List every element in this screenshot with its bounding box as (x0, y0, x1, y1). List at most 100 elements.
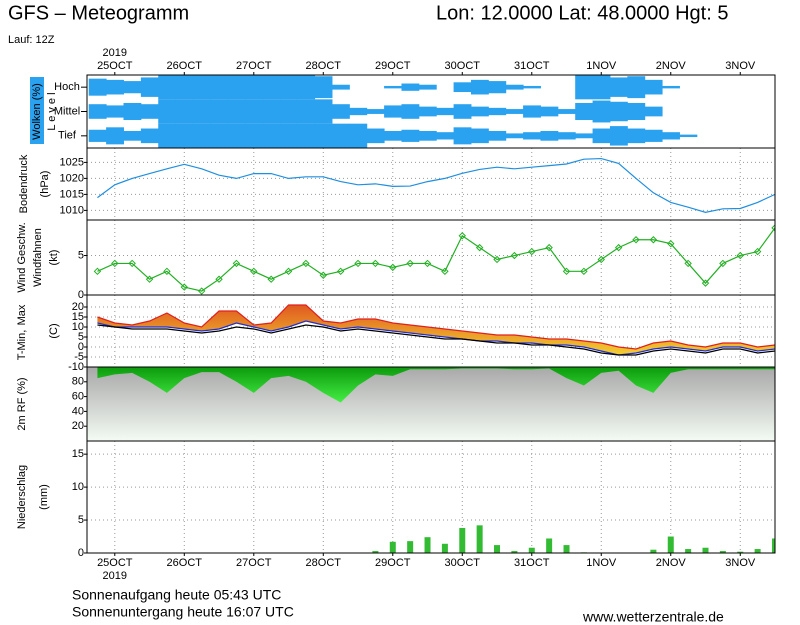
cloud-cell (418, 106, 437, 117)
cloud-cell (158, 99, 177, 124)
cloud-cell (210, 75, 229, 100)
y-tick-label: 5 (78, 249, 84, 261)
cloud-cell (401, 129, 420, 142)
cloud-cell (644, 129, 663, 142)
marker (458, 232, 466, 240)
bar (650, 549, 657, 553)
y-tick-label: 10 (72, 321, 84, 333)
cloud-cell (210, 123, 229, 148)
marker (371, 259, 380, 268)
cloud-cell (140, 104, 159, 119)
marker (354, 259, 362, 268)
marker (441, 267, 449, 276)
cloud-cell (540, 130, 559, 141)
cloud-cell (245, 123, 263, 148)
cloud-cell (158, 123, 177, 148)
x-tick-label: 28OCT (306, 557, 342, 569)
marker (302, 259, 310, 268)
run: Lauf: 12Z (8, 34, 55, 46)
source: www.wetterzentrale.de (582, 609, 724, 625)
y-tick-label: 1010 (60, 204, 84, 216)
cloud-cell (227, 99, 246, 124)
bar (702, 547, 709, 553)
cloud-cell (88, 104, 107, 119)
y-tick-label: 0 (78, 289, 84, 301)
marker (545, 243, 553, 252)
cloud-cell (644, 106, 663, 117)
cloud-cell (245, 75, 263, 100)
marker (701, 279, 710, 287)
x-tick-label: 29OCT (375, 60, 411, 72)
panel-frame (86, 440, 776, 554)
marker (649, 236, 658, 244)
y-tick-label: 60 (72, 391, 84, 403)
marker (614, 243, 623, 252)
cloud-cell (384, 85, 402, 89)
cloud-cell (140, 77, 159, 97)
cloud-cell (662, 132, 680, 140)
y-tick-label: 80 (72, 376, 84, 388)
cloud-cell (488, 130, 507, 141)
temp-range (97, 305, 775, 355)
cloud-cell (88, 129, 107, 142)
marker (475, 243, 484, 252)
bar (546, 538, 553, 553)
cloud-cell (192, 99, 211, 124)
line (97, 320, 775, 356)
y-axis-label: Windfahnen (32, 228, 44, 287)
y-tick-label: 1025 (60, 156, 84, 168)
marker (667, 239, 675, 248)
cloud-cell (627, 102, 646, 121)
marker (684, 259, 692, 268)
cloud-cell (262, 99, 281, 124)
line (97, 324, 775, 356)
cloud-cell (470, 79, 489, 95)
cloud-cell (575, 133, 594, 139)
panel (87, 148, 775, 220)
legend-label: Wind Geschw. (16, 222, 28, 292)
cloud-cell (245, 99, 263, 124)
bar (511, 551, 518, 553)
bar (372, 551, 379, 553)
line (97, 227, 775, 292)
cloud-cell (505, 84, 524, 90)
cloud-cell (505, 109, 524, 114)
cloud-cell (592, 100, 611, 123)
marker (389, 263, 397, 272)
x-tick-label: 1NOV (586, 60, 617, 72)
cloud-cell (140, 128, 159, 144)
marker (528, 247, 536, 256)
cloud-cell (401, 83, 420, 91)
x-tick-label: 1NOV (586, 557, 617, 569)
y-tick-label: 5 (78, 514, 84, 526)
cloud-cell (349, 123, 368, 148)
cloud-cell (644, 79, 663, 95)
cloud-cell (192, 123, 211, 148)
legend-label: T-Min, (16, 330, 28, 361)
cloud-cell (314, 99, 333, 124)
cloud-cell (175, 75, 194, 100)
cloud-cell (592, 128, 611, 144)
x-tick-label: 31OCT (514, 60, 550, 72)
y-tick-label: -10 (68, 361, 84, 373)
panel-frame (86, 147, 776, 221)
cloud-cell (523, 132, 541, 140)
cloud-cell (314, 123, 333, 148)
bar (563, 545, 570, 553)
marker (580, 267, 588, 276)
bar (494, 545, 501, 553)
x-tick-label: 26OCT (167, 557, 203, 569)
cloud-cell (297, 99, 316, 124)
x-tick-label: 29OCT (375, 557, 411, 569)
cloud-cell (106, 79, 124, 95)
cloud-cell (158, 75, 177, 100)
y-tick-label: 20 (72, 420, 84, 432)
marker (319, 271, 327, 279)
y-tick-label: 10 (72, 481, 84, 493)
cloud-cell (123, 130, 142, 141)
cloud-cell (262, 75, 281, 100)
cloud-cell (575, 75, 594, 100)
cloud-cell (453, 127, 472, 145)
y-tick-label: 20 (72, 301, 84, 313)
panel (87, 220, 775, 295)
